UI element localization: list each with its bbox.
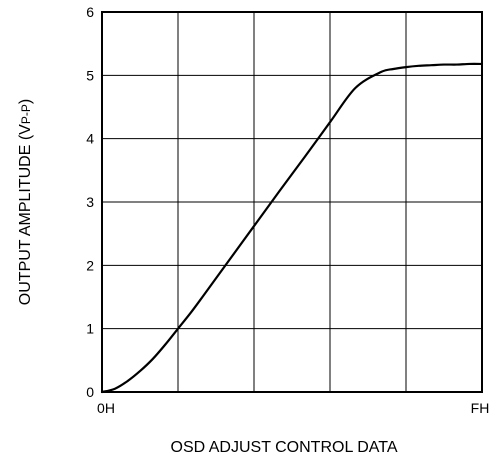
y-axis-title-main: OUTPUT AMPLITUDE (V	[17, 124, 34, 305]
y-tick-label: 4	[86, 131, 94, 147]
y-axis-title-sub: P-P	[19, 104, 33, 124]
y-tick-label: 2	[86, 257, 94, 273]
plot-frame	[101, 11, 483, 393]
y-tick-labels: 0 1 2 3 4 5 6	[86, 4, 94, 400]
grid	[102, 12, 482, 392]
x-axis-title: OSD ADJUST CONTROL DATA	[171, 439, 398, 456]
y-tick-label: 1	[86, 321, 94, 337]
y-tick-label: 3	[86, 194, 94, 210]
y-tick-label: 6	[86, 4, 94, 20]
y-axis-title: OUTPUT AMPLITUDE (VP-P)	[17, 99, 34, 305]
x-tick-labels: 0H FH	[97, 400, 489, 416]
y-tick-label: 0	[86, 384, 94, 400]
x-tick-label: FH	[471, 400, 490, 416]
y-axis-title-close: )	[17, 99, 34, 104]
series-line	[100, 62, 484, 394]
y-tick-label: 5	[86, 67, 94, 83]
x-tick-label: 0H	[97, 400, 115, 416]
